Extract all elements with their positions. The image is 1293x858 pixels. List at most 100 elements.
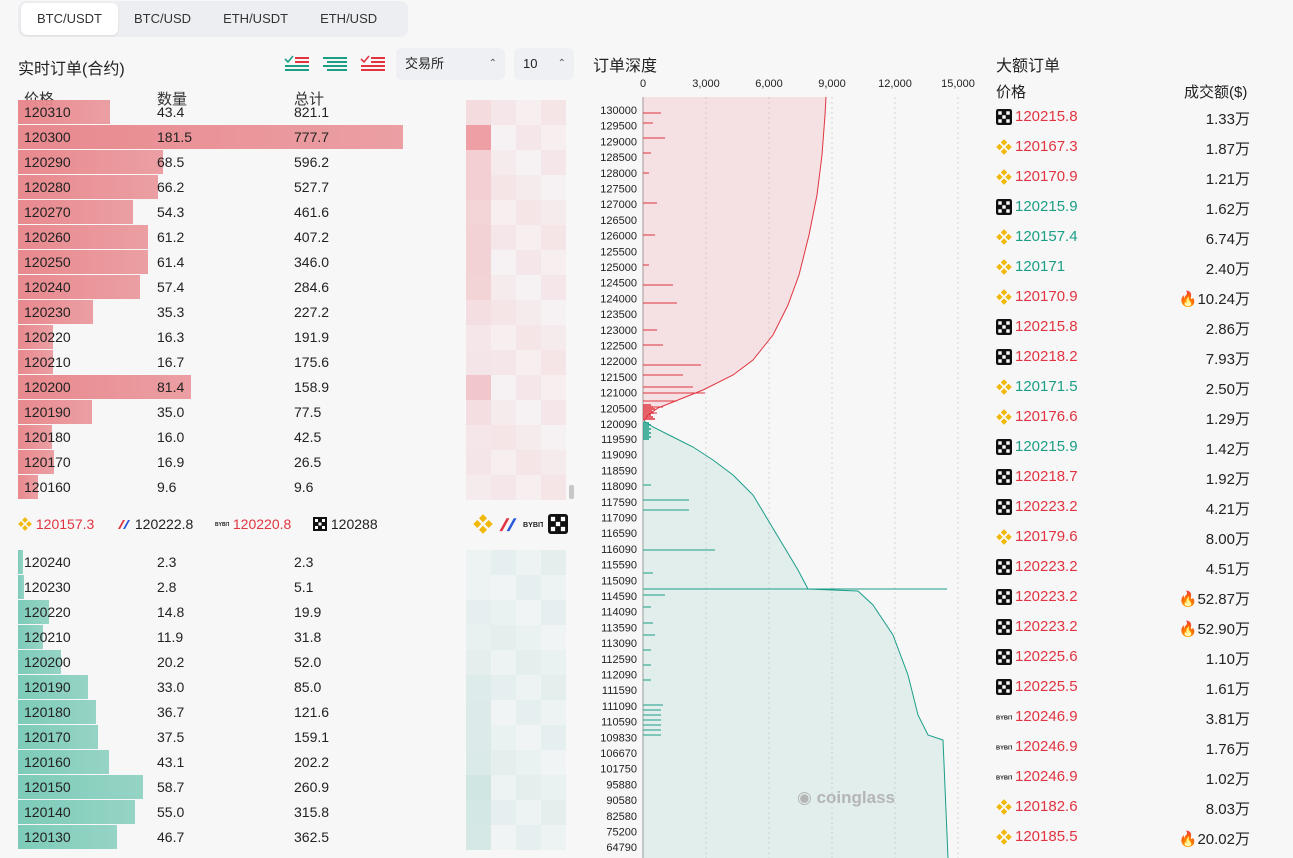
ask-row[interactable]: 120160 9.6 9.6 (18, 475, 573, 500)
bid-row[interactable]: 120230 2.8 5.1 (18, 575, 573, 600)
row-total: 260.9 (294, 779, 330, 795)
big-order-row[interactable]: 120215.9 1.62万 (996, 192, 1254, 222)
tab-btc-usdt[interactable]: BTC/USDT (21, 3, 118, 35)
big-order-price: 120223.2 (1015, 558, 1078, 575)
ask-row[interactable]: 120210 16.7 175.6 (18, 350, 573, 375)
bid-row[interactable]: 120240 2.3 2.3 (18, 550, 573, 575)
y-tick-label: 120500 (600, 403, 637, 415)
heatmap-cell (466, 175, 491, 200)
big-order-row[interactable]: 120215.8 1.33万 (996, 102, 1254, 132)
bid-depth-line (643, 420, 949, 858)
ask-row[interactable]: 120260 61.2 407.2 (18, 225, 573, 250)
view-both-icon[interactable] (283, 53, 311, 75)
depth-bar (18, 125, 403, 149)
row-price: 120170 (24, 454, 71, 470)
row-price: 120290 (24, 154, 71, 170)
heatmap-cell (466, 725, 491, 750)
depth-bar (18, 300, 93, 324)
view-bids-icon[interactable] (321, 53, 349, 75)
ask-row[interactable]: 120240 57.4 284.6 (18, 275, 573, 300)
big-order-row[interactable]: BYBIT 120246.9 3.81万 (996, 702, 1254, 732)
bid-row[interactable]: 120140 55.0 315.8 (18, 800, 573, 825)
row-price: 120280 (24, 179, 71, 195)
big-order-row[interactable]: 120215.9 1.42万 (996, 432, 1254, 462)
y-tick-label: 115090 (601, 575, 637, 587)
big-order-amount: 1.42万 (1206, 438, 1250, 459)
ask-row[interactable]: 120270 54.3 461.6 (18, 200, 573, 225)
row-total: 284.6 (294, 279, 330, 295)
row-price: 120180 (24, 429, 71, 445)
bid-row[interactable]: 120220 14.8 19.9 (18, 600, 573, 625)
big-order-row[interactable]: 120225.6 1.10万 (996, 642, 1254, 672)
ask-row[interactable]: 120230 35.3 227.2 (18, 300, 573, 325)
big-order-row[interactable]: 120167.3 1.87万 (996, 132, 1254, 162)
big-order-row[interactable]: 120170.9 🔥10.24万 (996, 282, 1254, 312)
big-order-row[interactable]: 120225.5 1.61万 (996, 672, 1254, 702)
bid-row[interactable]: 120200 20.2 52.0 (18, 650, 573, 675)
svg-text:BYBIT: BYBIT (523, 521, 543, 529)
tab-btc-usd[interactable]: BTC/USD (134, 11, 192, 26)
tab-eth-usdt[interactable]: ETH/USDT (223, 11, 289, 26)
bid-row[interactable]: 120180 36.7 121.6 (18, 700, 573, 725)
big-order-amount-value: 52.87万 (1197, 591, 1250, 608)
big-order-price: 120167.3 (1015, 138, 1078, 155)
big-order-row[interactable]: 120218.7 1.92万 (996, 462, 1254, 492)
depth-chart[interactable]: 0 3,000 6,000 9,000 12,000 15,000 130000 129500… (593, 75, 988, 858)
bybit-icon[interactable]: BYBIT (523, 514, 543, 534)
ask-row[interactable]: 120220 16.3 191.9 (18, 325, 573, 350)
ask-row[interactable]: 120190 35.0 77.5 (18, 400, 573, 425)
big-order-row[interactable]: 120223.2 4.51万 (996, 552, 1254, 582)
big-order-row[interactable]: 120223.2 4.21万 (996, 492, 1254, 522)
binance-icon[interactable] (473, 514, 493, 534)
view-asks-icon[interactable] (359, 53, 387, 75)
bitmex-icon[interactable] (498, 514, 518, 534)
y-tick-label: 129500 (600, 121, 637, 133)
big-order-amount-value: 2.50万 (1205, 381, 1250, 398)
binance-icon (996, 529, 1012, 545)
big-order-row[interactable]: BYBIT 120246.9 1.76万 (996, 732, 1254, 762)
bid-row[interactable]: 120170 37.5 159.1 (18, 725, 573, 750)
big-order-row[interactable]: 120157.4 6.74万 (996, 222, 1254, 252)
bid-row[interactable]: 120130 46.7 362.5 (18, 825, 573, 850)
big-order-price: 120246.9 (1015, 738, 1078, 755)
asks-scrollbar[interactable] (569, 485, 574, 499)
row-price: 120220 (24, 329, 71, 345)
big-order-row[interactable]: 120179.6 8.00万 (996, 522, 1254, 552)
bid-row[interactable]: 120160 43.1 202.2 (18, 750, 573, 775)
ask-row[interactable]: 120200 81.4 158.9 (18, 375, 573, 400)
big-order-row[interactable]: BYBIT 120246.9 1.02万 (996, 762, 1254, 792)
bid-row[interactable]: 120190 33.0 85.0 (18, 675, 573, 700)
depth-bar (18, 575, 24, 599)
exchange-select[interactable]: 交易所 ⌃ (396, 48, 505, 80)
big-order-row[interactable]: 120170.9 1.21万 (996, 162, 1254, 192)
tab-eth-usd[interactable]: ETH/USD (320, 11, 378, 26)
big-order-row[interactable]: 120171 2.40万 (996, 252, 1254, 282)
x-tick-label: 6,000 (755, 78, 783, 90)
big-order-row[interactable]: 120176.6 1.29万 (996, 402, 1254, 432)
ask-row[interactable]: 120170 16.9 26.5 (18, 450, 573, 475)
depth-select[interactable]: 10 ⌃ (514, 48, 574, 80)
big-order-row[interactable]: 120223.2 🔥52.87万 (996, 582, 1254, 612)
ask-row[interactable]: 120290 68.5 596.2 (18, 150, 573, 175)
okx-icon[interactable] (548, 514, 568, 534)
bid-row[interactable]: 120210 11.9 31.8 (18, 625, 573, 650)
big-order-row[interactable]: 120218.2 7.93万 (996, 342, 1254, 372)
row-qty: 66.2 (157, 179, 185, 195)
big-order-row[interactable]: 120215.8 2.86万 (996, 312, 1254, 342)
y-tick-label: 124000 (600, 293, 637, 305)
row-price: 120230 (24, 304, 71, 320)
x-tick-label: 12,000 (878, 78, 912, 90)
big-order-row[interactable]: 120185.5 🔥20.02万 (996, 822, 1254, 852)
ask-row[interactable]: 120180 16.0 42.5 (18, 425, 573, 450)
ask-row[interactable]: 120300 181.5 777.7 (18, 125, 573, 150)
big-order-row[interactable]: 120182.6 8.03万 (996, 792, 1254, 822)
heatmap-cell (541, 575, 566, 600)
heatmap-cell (491, 800, 516, 825)
big-order-row[interactable]: 120171.5 2.50万 (996, 372, 1254, 402)
big-order-row[interactable]: 120223.2 🔥52.90万 (996, 612, 1254, 642)
ask-row[interactable]: 120250 61.4 346.0 (18, 250, 573, 275)
row-qty: 36.7 (157, 704, 185, 720)
bid-row[interactable]: 120150 58.7 260.9 (18, 775, 573, 800)
ask-row[interactable]: 120310 43.4 821.1 (18, 100, 573, 125)
ask-row[interactable]: 120280 66.2 527.7 (18, 175, 573, 200)
